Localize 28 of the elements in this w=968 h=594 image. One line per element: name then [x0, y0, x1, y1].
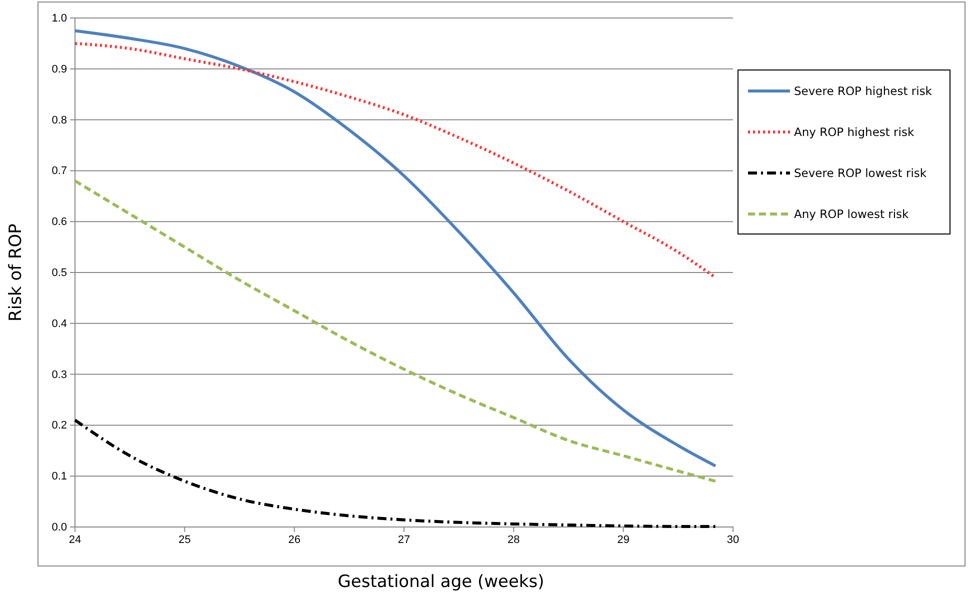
- x-tick-label: 29: [617, 534, 630, 546]
- line-series: [74, 418, 717, 528]
- x-axis-title: Gestational age (weeks): [338, 572, 544, 592]
- y-tick-label: 0.0: [52, 522, 67, 534]
- y-tick-label: 0.8: [52, 114, 67, 126]
- y-axis-title: Risk of ROP: [6, 224, 26, 322]
- legend-label: Any ROP highest risk: [794, 125, 914, 139]
- x-tick-label: 24: [68, 534, 82, 546]
- y-tick-label: 0.1: [52, 470, 67, 483]
- y-tick-label: 0.4: [52, 318, 67, 330]
- x-tick-label: 25: [178, 534, 191, 546]
- legend-label: Severe ROP highest risk: [794, 84, 932, 98]
- y-tick-label: 1.0: [52, 12, 67, 25]
- y-tick-label: 0.3: [52, 368, 67, 381]
- line-series: [74, 29, 717, 468]
- x-tick-label: 26: [288, 534, 300, 546]
- y-tick-label: 0.2: [52, 420, 67, 432]
- line-series: [74, 179, 717, 483]
- line-series: [74, 42, 717, 280]
- legend-label: Any ROP lowest risk: [794, 207, 910, 221]
- legend-label: Severe ROP lowest risk: [794, 166, 927, 180]
- y-tick-label: 0.5: [52, 267, 67, 280]
- y-tick-label: 0.6: [52, 216, 67, 228]
- x-tick-label: 28: [508, 534, 520, 546]
- x-tick-label: 27: [398, 534, 410, 546]
- y-tick-label: 0.9: [52, 63, 67, 76]
- x-tick-label: 30: [726, 534, 740, 546]
- y-tick-label: 0.7: [52, 165, 67, 178]
